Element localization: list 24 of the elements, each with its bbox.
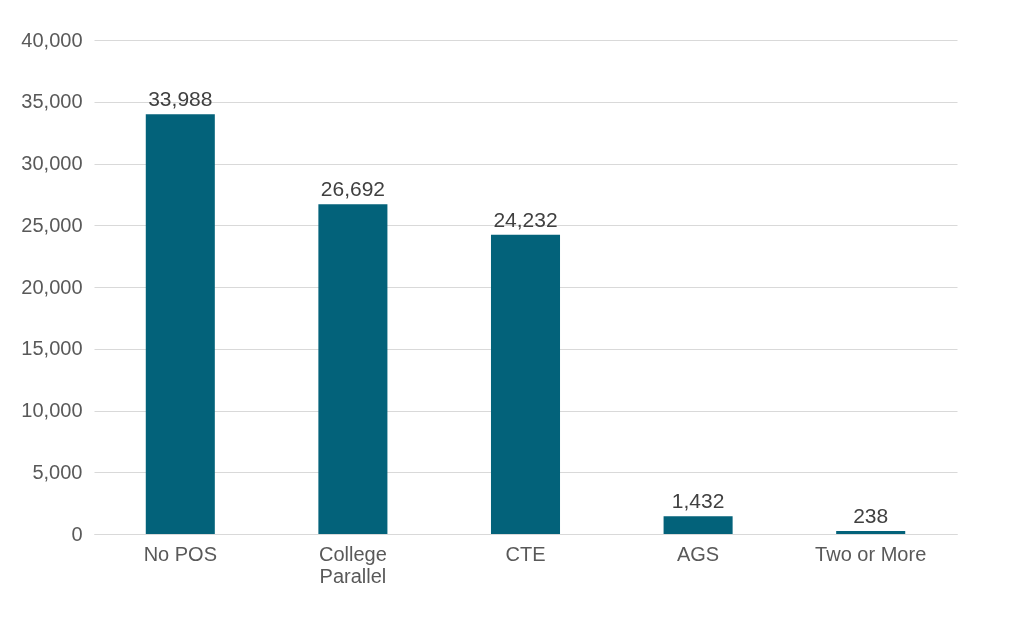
y-tick-label: 0 xyxy=(71,522,83,545)
data-label: 26,692 xyxy=(320,177,386,201)
data-label: 24,232 xyxy=(493,207,558,231)
bar xyxy=(490,234,561,534)
y-tick-label: 20,000 xyxy=(21,275,83,298)
y-tick-label: 30,000 xyxy=(21,152,83,174)
x-tick-label: CTE xyxy=(505,542,546,565)
y-tick-label: 25,000 xyxy=(21,213,83,236)
y-tick-label: 15,000 xyxy=(21,337,83,360)
y-tick-label: 40,000 xyxy=(21,28,83,51)
y-tick-label: 10,000 xyxy=(21,399,83,421)
bar xyxy=(836,531,906,534)
y-tick-label: 35,000 xyxy=(21,90,83,113)
data-label: 238 xyxy=(853,504,889,528)
x-tick-label: College Parallel xyxy=(318,542,387,587)
x-tick-label: Two or More xyxy=(815,542,927,565)
data-label: 1,432 xyxy=(671,489,725,513)
bar xyxy=(318,204,388,534)
x-tick-label: AGS xyxy=(676,542,720,565)
x-tick-label: No POS xyxy=(143,542,217,565)
bar xyxy=(663,516,733,534)
data-label: 33,988 xyxy=(148,87,213,111)
bar xyxy=(145,114,215,534)
y-tick-label: 5,000 xyxy=(32,460,83,483)
